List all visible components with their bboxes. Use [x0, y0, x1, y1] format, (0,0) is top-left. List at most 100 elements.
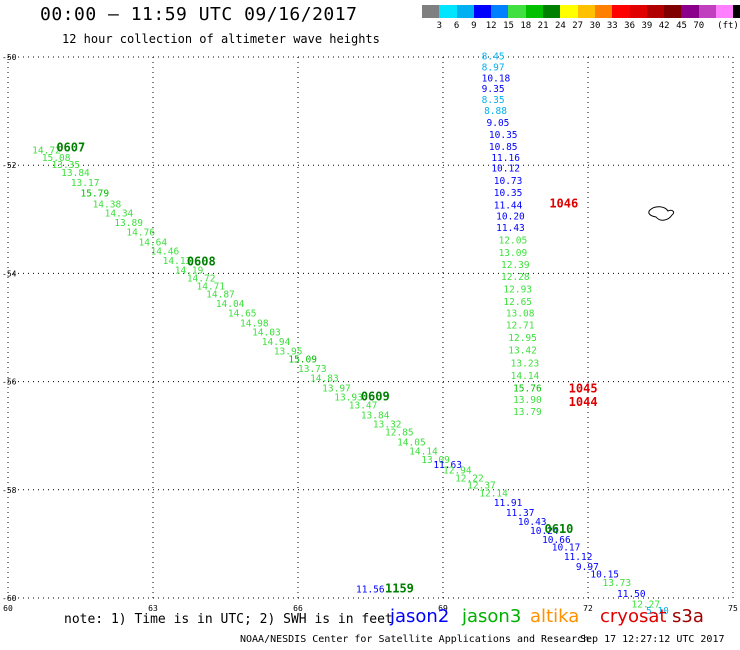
wave-height-label: 11.16: [491, 153, 520, 164]
colorbar-tick-label: 21: [537, 21, 549, 31]
wave-height-label: 13.90: [513, 395, 542, 406]
wave-height-label: 14.76: [126, 228, 155, 239]
pass-time-label: 0609: [361, 390, 390, 404]
wave-height-label: 8.88: [484, 106, 507, 117]
wave-height-label: 14.04: [216, 299, 245, 310]
colorbar: [422, 5, 740, 18]
wave-height-label: 11.44: [494, 200, 523, 211]
wave-height-label: 15.09: [288, 355, 317, 366]
wave-height-label: 14.71: [197, 282, 226, 293]
y-tick-label: -52: [2, 161, 17, 170]
colorbar-swatch: [612, 5, 630, 18]
colorbar-swatch: [543, 5, 561, 18]
wave-height-label: 5.10: [646, 606, 669, 617]
wave-height-label: 13.84: [361, 410, 390, 421]
wave-height-label: 14.64: [139, 237, 168, 248]
colorbar-swatch: [733, 5, 740, 18]
wave-height-label: 11.12: [564, 552, 593, 563]
wave-height-label: 12.37: [467, 481, 496, 492]
wave-height-label: 14.38: [93, 199, 122, 210]
wave-height-label: 13.35: [52, 160, 81, 171]
island-outline: [648, 206, 675, 221]
wave-height-label: 12.27: [632, 600, 661, 611]
wave-height-label: 9.35: [482, 84, 505, 95]
wave-height-label: 12.39: [501, 260, 530, 271]
colorbar-tick-label: 15: [503, 21, 514, 31]
wave-height-label: 14.83: [310, 374, 339, 385]
colorbar-swatch: [577, 5, 595, 18]
wave-height-label: 12.22: [455, 474, 484, 485]
pass-time-label: 0607: [56, 141, 85, 155]
wave-height-label: 14.05: [397, 437, 426, 448]
wave-height-label: 14.14: [511, 371, 540, 382]
wave-height-label: 13.89: [114, 218, 143, 229]
wave-height-label: 13.47: [349, 401, 378, 412]
wave-height-label: 11.43: [496, 223, 525, 234]
colorbar-swatch: [560, 5, 578, 18]
wave-height-label: 12.85: [385, 428, 414, 439]
page-title: 00:00 – 11:59 UTC 09/16/2017: [40, 4, 358, 25]
colorbar-swatch: [508, 5, 526, 18]
colorbar-tick-label: 18: [520, 21, 532, 31]
pass-time-label: 1046: [549, 196, 578, 210]
colorbar-tick-label: 33: [606, 21, 618, 31]
y-tick-label: -54: [2, 269, 17, 278]
wave-height-label: 10.20: [496, 211, 525, 222]
colorbar-tick-label: 36: [624, 21, 636, 31]
wave-height-label: 14.03: [252, 328, 281, 339]
wave-height-label: 11.37: [506, 508, 535, 519]
pass-time-label: 1044: [569, 395, 598, 409]
wave-height-label: 13.32: [373, 420, 402, 431]
wave-height-label: 13.09: [421, 455, 450, 466]
wave-height-label: 10.17: [552, 542, 581, 553]
pass-time-label: 1159: [385, 582, 414, 596]
wave-height-label: 14.14: [409, 447, 438, 458]
wave-height-label: 14.72: [187, 274, 216, 285]
wave-height-label: 9.97: [576, 562, 599, 573]
wave-height-label: 10.43: [518, 517, 547, 528]
wave-height-label: 14.34: [105, 209, 134, 220]
page-subtitle: 12 hour collection of altimeter wave hei…: [62, 32, 380, 46]
wave-height-label: 12.28: [501, 272, 530, 283]
legend-jason3: jason3: [462, 606, 522, 627]
x-tick-label: 66: [293, 604, 303, 613]
wave-height-label: 13.08: [506, 309, 535, 320]
wave-height-label: 10.15: [590, 569, 619, 580]
colorbar-labels: 3 6 9 12 15 18 21 24 27 30 33 36 39 42 45 70 (ft): [422, 21, 740, 33]
note-text: note: 1) Time is in UTC; 2) SWH is in fe…: [64, 612, 393, 627]
wave-height-label: 13.73: [298, 364, 327, 375]
legend-jason2: jason2: [390, 606, 450, 627]
wave-height-label: 10.18: [482, 73, 511, 84]
wave-height-label: 14.94: [262, 337, 291, 348]
wave-height-label: 12.93: [503, 284, 532, 295]
wave-height-label: 11.91: [494, 498, 523, 509]
colorbar-tick-label: 45: [676, 21, 687, 31]
x-tick-label: 72: [583, 604, 593, 613]
wave-height-label: 14.46: [151, 246, 180, 257]
wave-height-label: 10.35: [489, 130, 518, 141]
pass-time-label: 1045: [569, 381, 598, 395]
wave-height-label: 10.24: [530, 526, 559, 537]
colorbar-tick-label: 3: [436, 21, 443, 31]
colorbar-tick-label: 30: [589, 21, 601, 31]
wave-height-label: 13.73: [603, 578, 632, 589]
y-tick-label: -56: [2, 378, 17, 387]
wave-height-label: 11.50: [617, 589, 646, 600]
wave-height-label: 10.85: [489, 142, 518, 153]
wave-height-label: 13.84: [61, 168, 90, 179]
wave-height-label: 13.79: [513, 407, 542, 418]
colorbar-swatch: [698, 5, 717, 18]
wave-height-label: 8.45: [482, 52, 505, 63]
wave-height-label: 12.94: [443, 466, 472, 477]
colorbar-swatch: [664, 5, 682, 18]
legend-s3a: s3a: [672, 606, 704, 627]
x-tick-label: 69: [438, 604, 448, 613]
y-tick-label: -58: [2, 486, 17, 495]
colorbar-swatch: [646, 5, 665, 18]
x-tick-label: 63: [148, 604, 158, 613]
wave-height-label: 13.09: [499, 248, 528, 259]
wave-height-label: 13.17: [71, 178, 100, 189]
wave-height-label: 14.98: [240, 318, 269, 329]
wave-height-label: 11.56: [356, 585, 385, 596]
